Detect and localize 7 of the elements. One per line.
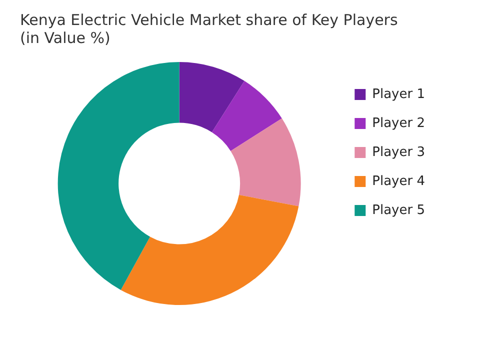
- text: (in Value %): [20, 28, 110, 47]
- text: Kenya Electric Vehicle Market share of Key Players: [20, 10, 398, 29]
- legend-label: Player 4: [372, 174, 425, 189]
- legend-label: Player 1: [372, 86, 425, 102]
- legend-label: Player 5: [372, 202, 425, 218]
- legend-label: Player 3: [372, 144, 425, 160]
- legend-label: Player 2: [372, 116, 425, 131]
